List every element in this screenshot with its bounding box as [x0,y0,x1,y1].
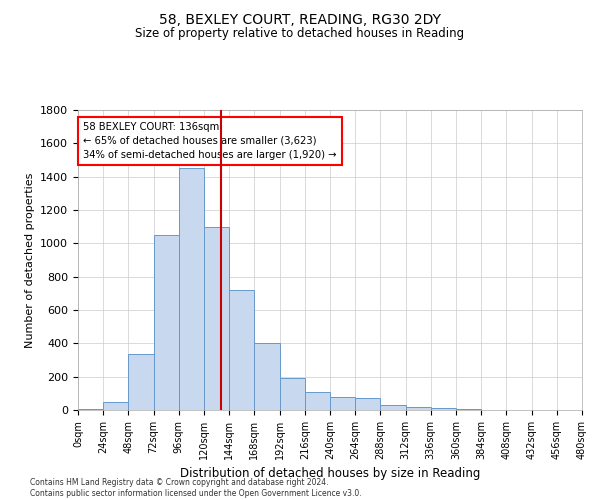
Bar [280,378,305,410]
Bar [154,235,179,410]
Bar [204,226,229,410]
Text: 58, BEXLEY COURT, READING, RG30 2DY: 58, BEXLEY COURT, READING, RG30 2DY [159,12,441,26]
Text: Contains HM Land Registry data © Crown copyright and database right 2024.
Contai: Contains HM Land Registry data © Crown c… [30,478,362,498]
Text: 58 BEXLEY COURT: 136sqm
← 65% of detached houses are smaller (3,623)
34% of semi: 58 BEXLEY COURT: 136sqm ← 65% of detache… [83,122,337,160]
Bar [456,409,481,410]
Bar [431,408,456,410]
Bar [179,168,204,410]
X-axis label: Distribution of detached houses by size in Reading: Distribution of detached houses by size … [180,468,480,480]
Bar [380,405,406,410]
Bar [229,290,254,410]
Bar [406,406,431,410]
Bar [128,354,154,410]
Bar [305,392,330,410]
Bar [103,402,128,410]
Bar [355,398,380,410]
Bar [254,344,280,410]
Y-axis label: Number of detached properties: Number of detached properties [25,172,35,348]
Bar [78,409,103,410]
Text: Size of property relative to detached houses in Reading: Size of property relative to detached ho… [136,28,464,40]
Bar [330,396,355,410]
